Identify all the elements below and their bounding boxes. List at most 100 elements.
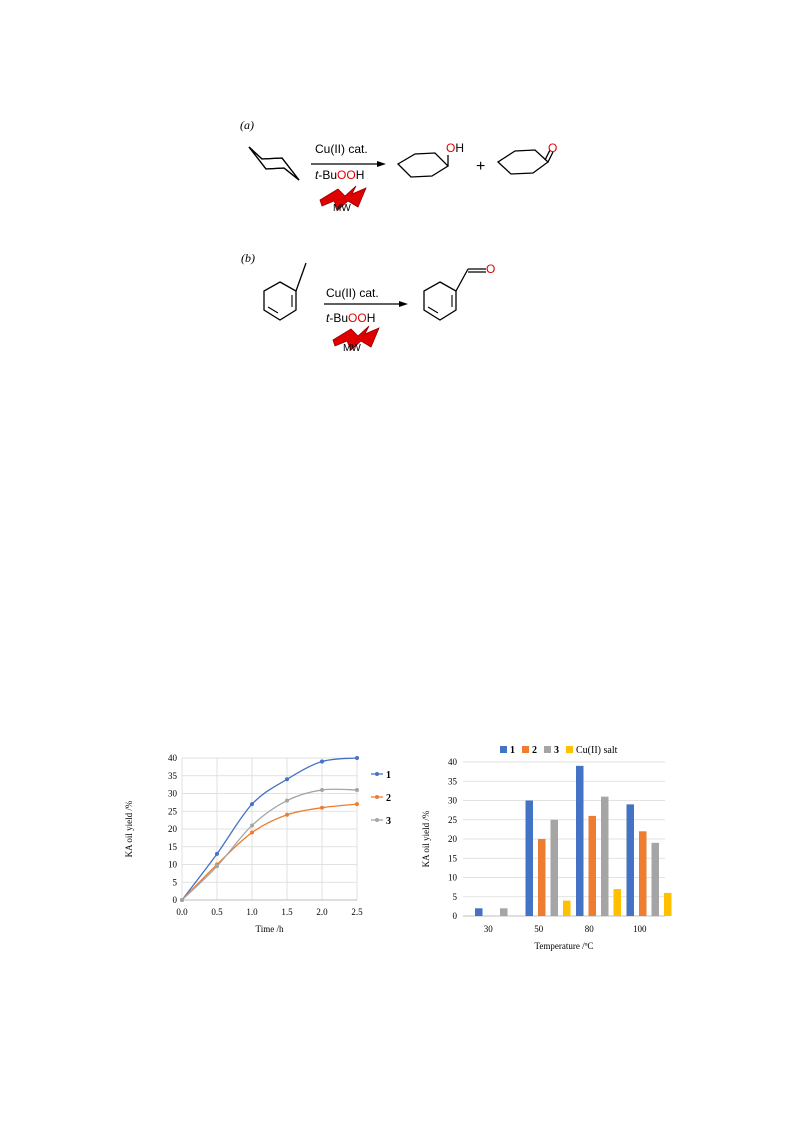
bar-cuiisalt-80: [613, 889, 621, 916]
plus-sign: +: [476, 158, 486, 175]
bar-3-80: [601, 796, 609, 916]
bar-2-100: [639, 831, 647, 916]
y-tick-label: 30: [168, 789, 178, 799]
data-point: [285, 798, 289, 803]
x-tick-label: 50: [534, 924, 544, 934]
y-tick-label: 35: [448, 776, 458, 786]
bar-2-50: [538, 839, 546, 916]
legend-marker: [375, 795, 379, 799]
scheme-b-oxidant: t-BuOOH: [326, 311, 376, 325]
y-tick-label: 0: [173, 895, 178, 905]
toluene-structure: [263, 281, 297, 321]
bar-chart: 0 5 10 15 20 25 30 35 40 30 50 80 100 Temperature /ºC…: [421, 745, 672, 951]
y-tick-label: 10: [448, 873, 458, 883]
series-line-1: [181, 757, 358, 901]
data-point: [250, 830, 254, 835]
legend-label: Cu(II) salt: [576, 745, 618, 756]
bar-1-30: [475, 908, 483, 916]
x-tick-label: 0.5: [211, 907, 223, 917]
benzaldehyde-o-label: O: [486, 262, 496, 276]
x-tick-label: 1.5: [281, 907, 293, 917]
y-tick-label: 40: [448, 757, 458, 767]
bar-2-80: [588, 815, 596, 916]
y-axis-label: KA oil yield /%: [421, 810, 431, 867]
series-line-3: [181, 788, 358, 901]
y-tick-label: 15: [448, 853, 458, 863]
bar-3-100: [651, 842, 659, 916]
lightning-bolt-icon: [319, 185, 367, 211]
bar-1-100: [626, 804, 634, 916]
data-point: [320, 759, 324, 764]
data-point: [320, 805, 324, 810]
legend-label: 3: [554, 745, 559, 756]
bar-cuiisalt-50: [563, 900, 571, 916]
y-tick-label: 5: [453, 892, 458, 902]
legend-label: 1: [386, 770, 391, 781]
x-tick-label: 1.0: [246, 907, 258, 917]
data-point: [215, 851, 219, 856]
data-point: [250, 823, 254, 828]
y-tick-label: 0: [453, 911, 458, 921]
x-tick-label: 80: [585, 924, 595, 934]
x-tick-label: 100: [633, 924, 647, 934]
y-tick-label: 5: [173, 877, 178, 887]
x-axis-label: Time /h: [256, 924, 284, 934]
y-tick-label: 10: [168, 860, 178, 870]
bar-1-50: [525, 800, 533, 916]
legend-marker: [375, 818, 379, 822]
x-tick-label: 2.0: [316, 907, 328, 917]
cyclohexanone-structure: [496, 149, 550, 175]
cyclohexanol-structure: [396, 152, 450, 178]
y-axis-label: KA oil yield /%: [124, 800, 134, 857]
data-point: [355, 756, 359, 760]
data-point: [285, 777, 289, 782]
series-line-2: [181, 803, 358, 901]
benzaldehyde-structure: [423, 281, 457, 321]
legend-label: 3: [386, 816, 391, 827]
data-point: [355, 802, 359, 807]
bar-3-50: [550, 819, 558, 916]
y-tick-label: 15: [168, 842, 178, 852]
y-tick-label: 30: [448, 796, 458, 806]
data-point: [250, 802, 254, 807]
x-tick-label: 0.0: [176, 907, 188, 917]
scheme-b-label: (b): [241, 251, 255, 265]
bar-3-30: [500, 908, 508, 916]
x-tick-label: 2.5: [351, 907, 363, 917]
cyclohexanol-oh-label: OH: [446, 141, 465, 155]
bar-1-80: [576, 765, 584, 916]
scheme-b-catalyst: Cu(II) cat.: [326, 286, 379, 300]
y-tick-label: 20: [168, 824, 178, 834]
legend-swatch: [522, 746, 529, 753]
scheme-b-mw-label: MW: [343, 343, 361, 354]
scheme-b-structures: [263, 262, 486, 351]
scheme-a-mw-label: MW: [333, 203, 351, 214]
legend-marker: [375, 772, 379, 776]
line-chart: 0 5 10 15 20 25 30 35 40 0.0 0.5 1.0 1.5 2.0 2.5 Time /…: [124, 753, 391, 934]
data-point: [285, 812, 289, 817]
y-tick-label: 35: [168, 771, 178, 781]
y-tick-label: 40: [168, 753, 178, 763]
scheme-a-oxidant: t-BuOOH: [315, 168, 365, 182]
legend-label: 1: [510, 745, 515, 756]
scheme-a-label: (a): [240, 118, 254, 132]
legend-label: 2: [386, 793, 391, 804]
cyclohexane-structure: [248, 146, 300, 181]
legend-label: 2: [532, 745, 537, 756]
data-point: [180, 898, 184, 902]
y-tick-label: 25: [168, 806, 178, 816]
data-point: [355, 787, 359, 792]
y-tick-label: 20: [448, 834, 458, 844]
x-tick-label: 30: [484, 924, 494, 934]
x-axis-label: Temperature /ºC: [535, 941, 594, 951]
bar-cuiisalt-100: [664, 892, 672, 916]
scheme-a-catalyst: Cu(II) cat.: [315, 142, 368, 156]
data-point: [320, 787, 324, 792]
y-tick-label: 25: [448, 815, 458, 825]
cyclohexanone-o-label: O: [548, 141, 558, 155]
scheme-a-structures: [248, 146, 554, 211]
legend-swatch: [544, 746, 551, 753]
legend-swatch: [500, 746, 507, 753]
lightning-bolt-icon: [332, 325, 380, 351]
data-point: [215, 864, 219, 869]
